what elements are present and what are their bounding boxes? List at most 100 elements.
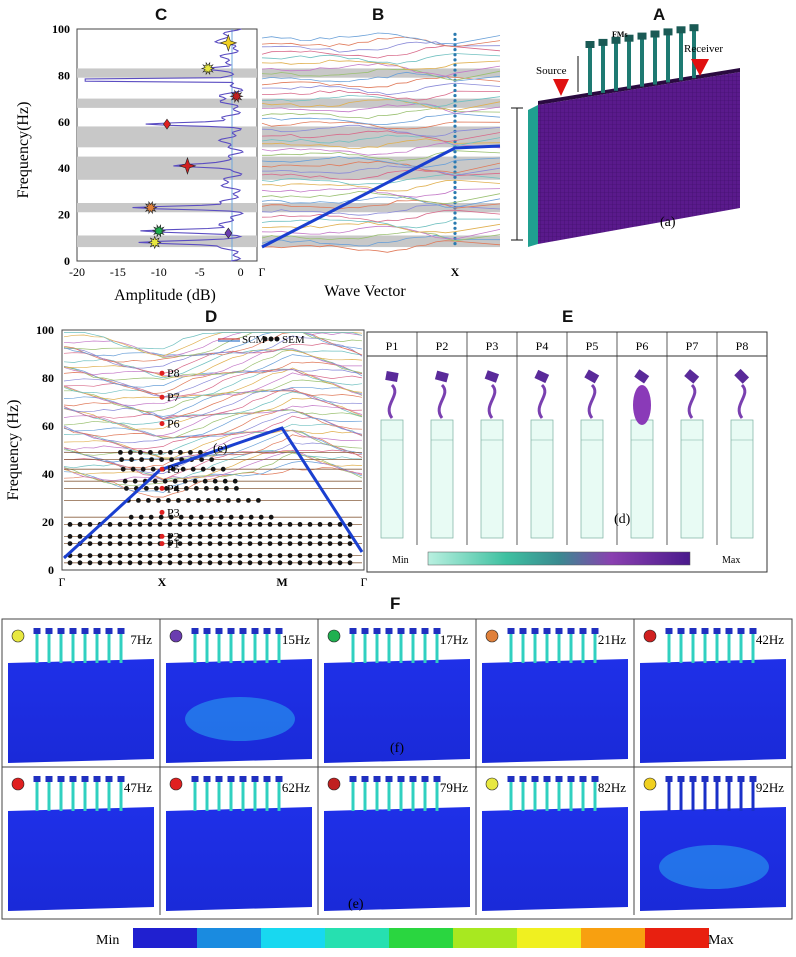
p-point-dot — [159, 370, 165, 376]
sem-point — [177, 522, 183, 527]
dispersion-line — [64, 379, 363, 412]
plate-front — [538, 72, 740, 244]
sem-point — [297, 560, 303, 566]
sem-point — [128, 514, 134, 520]
sem-point — [226, 498, 231, 503]
sem-point — [207, 522, 213, 527]
x-point — [453, 165, 457, 169]
sem-point — [139, 457, 145, 462]
f-mode-marker — [643, 777, 657, 791]
fm-cap — [117, 628, 125, 634]
sem-point — [327, 553, 333, 558]
sem-point — [77, 534, 83, 539]
fm-cap — [239, 776, 247, 782]
sem-point — [237, 560, 243, 566]
fm-cap — [117, 776, 125, 782]
dispersion-line — [63, 467, 363, 498]
sem-point — [207, 534, 213, 539]
sem-point — [217, 522, 223, 527]
fm-cap — [689, 776, 697, 782]
fm-cap — [677, 776, 685, 782]
sem-point — [317, 522, 323, 527]
fm-cap — [397, 776, 405, 782]
sem-point — [158, 514, 164, 520]
sem-point — [227, 553, 233, 558]
band-gap — [77, 126, 257, 148]
sem-point — [234, 486, 239, 491]
sem-point — [256, 498, 261, 503]
mode-marker — [200, 61, 215, 76]
sem-point — [287, 534, 293, 539]
dispersion-line — [63, 450, 363, 481]
fm-cap — [421, 628, 429, 634]
sem-point — [277, 541, 283, 546]
band-gap — [262, 203, 500, 213]
fm-cap — [409, 628, 417, 634]
legend-sem-dot — [262, 336, 268, 342]
band-gap — [262, 68, 500, 78]
sem-point — [157, 553, 163, 558]
p-point-dot — [159, 541, 165, 547]
sem-point — [238, 514, 244, 520]
sem-point — [227, 560, 233, 566]
panel-label-f: F — [390, 594, 400, 613]
sem-point — [327, 522, 333, 527]
f-mode-marker — [11, 777, 25, 791]
sem-point — [188, 450, 193, 455]
dispersion-line — [63, 434, 363, 469]
sem-point — [186, 498, 191, 503]
fm-cap — [591, 628, 599, 634]
sem-point — [198, 450, 203, 455]
soil-block — [324, 659, 470, 763]
dispersion-line — [261, 225, 501, 240]
sem-point — [237, 534, 243, 539]
fm-cap — [555, 776, 563, 782]
dispersion-line — [63, 372, 363, 406]
dispersion-line — [261, 196, 501, 208]
sem-point — [87, 541, 93, 546]
d-ytick: 40 — [42, 467, 54, 481]
sem-point — [247, 541, 253, 546]
sem-point — [127, 450, 133, 455]
dispersion-line — [63, 423, 363, 455]
dispersion-line — [63, 442, 363, 474]
sem-point — [182, 478, 188, 484]
sem-point — [107, 522, 113, 527]
sem-point — [177, 534, 183, 539]
fm-cap — [93, 776, 101, 782]
sem-point — [207, 553, 213, 558]
dispersion-line — [261, 169, 501, 180]
dispersion-line — [261, 71, 501, 83]
sem-point — [164, 486, 169, 491]
sem-point — [147, 560, 153, 566]
x-point — [453, 37, 457, 42]
sem-point — [208, 514, 214, 520]
dispersion-line — [261, 173, 501, 185]
sem-point — [77, 560, 83, 566]
x-point — [453, 175, 457, 179]
fm-cap — [373, 776, 381, 782]
c-ytick: 0 — [64, 254, 70, 268]
c-ytick: 20 — [58, 208, 70, 222]
dispersion-line — [63, 408, 363, 439]
sem-point — [216, 498, 221, 503]
fm-cap — [251, 628, 259, 634]
scale-swatch — [581, 928, 645, 948]
x-point — [453, 196, 457, 200]
sem-point — [212, 478, 218, 484]
sem-point — [107, 541, 113, 546]
dispersion-line — [261, 53, 501, 65]
dispersion-line — [63, 389, 363, 419]
fm-cap — [227, 776, 235, 782]
c-ytick: 80 — [58, 68, 70, 82]
dispersion-line — [261, 121, 501, 130]
fm-cap — [93, 628, 101, 634]
sem-point — [152, 478, 158, 484]
p-point-label: P4 — [167, 481, 180, 495]
fm-cap — [263, 776, 271, 782]
sem-point — [136, 498, 141, 503]
dispersion-line — [63, 348, 362, 377]
mode-deformation — [633, 385, 651, 425]
mode-marker — [163, 118, 171, 130]
panel-e: P1 P2 P3 P4 P5 P6 P7 P8 Min Max (d) — [366, 331, 768, 573]
